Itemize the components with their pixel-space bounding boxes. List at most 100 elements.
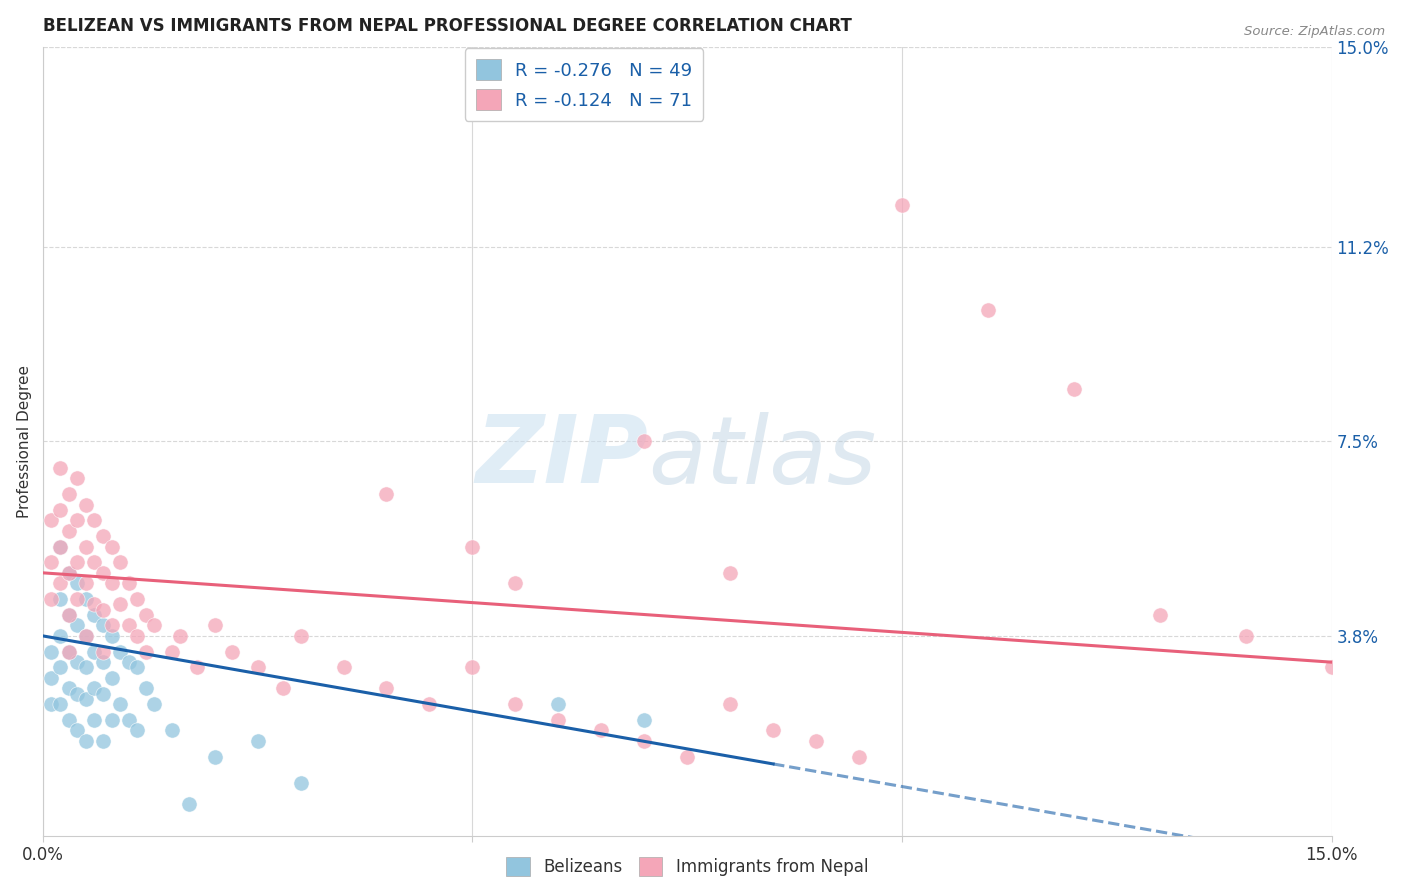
Point bbox=[83, 555, 105, 569]
Point bbox=[127, 629, 149, 643]
Point bbox=[58, 645, 80, 659]
Point bbox=[160, 645, 183, 659]
Point bbox=[66, 687, 89, 701]
Point bbox=[118, 618, 141, 632]
Point bbox=[49, 629, 72, 643]
Point bbox=[66, 513, 89, 527]
Point bbox=[58, 713, 80, 727]
Point bbox=[108, 697, 131, 711]
Point bbox=[75, 592, 97, 607]
Point bbox=[1149, 607, 1171, 622]
Point bbox=[75, 540, 97, 554]
Point bbox=[633, 713, 655, 727]
Point bbox=[204, 618, 226, 632]
Point bbox=[91, 687, 114, 701]
Point bbox=[100, 576, 122, 591]
Point bbox=[118, 655, 141, 669]
Point bbox=[100, 713, 122, 727]
Point bbox=[718, 697, 741, 711]
Point bbox=[977, 303, 1000, 318]
Point bbox=[143, 618, 166, 632]
Point bbox=[91, 645, 114, 659]
Text: ZIP: ZIP bbox=[475, 411, 648, 503]
Point bbox=[127, 660, 149, 674]
Point bbox=[58, 566, 80, 580]
Point bbox=[891, 198, 914, 212]
Point bbox=[49, 502, 72, 516]
Point bbox=[221, 645, 243, 659]
Point bbox=[49, 576, 72, 591]
Point bbox=[461, 660, 484, 674]
Point bbox=[204, 749, 226, 764]
Point bbox=[58, 524, 80, 538]
Point bbox=[91, 655, 114, 669]
Point bbox=[143, 697, 166, 711]
Point bbox=[108, 598, 131, 612]
Y-axis label: Professional Degree: Professional Degree bbox=[17, 365, 32, 518]
Point bbox=[547, 697, 569, 711]
Point bbox=[49, 540, 72, 554]
Point bbox=[100, 629, 122, 643]
Point bbox=[127, 723, 149, 738]
Point bbox=[1234, 629, 1257, 643]
Point bbox=[332, 660, 354, 674]
Point bbox=[91, 529, 114, 543]
Legend: Belizeans, Immigrants from Nepal: Belizeans, Immigrants from Nepal bbox=[499, 850, 875, 882]
Point bbox=[66, 618, 89, 632]
Point bbox=[58, 487, 80, 501]
Point bbox=[66, 723, 89, 738]
Point bbox=[1320, 660, 1343, 674]
Point bbox=[100, 540, 122, 554]
Point bbox=[375, 487, 398, 501]
Point bbox=[718, 566, 741, 580]
Point bbox=[41, 513, 63, 527]
Point bbox=[58, 681, 80, 696]
Point bbox=[41, 645, 63, 659]
Point bbox=[633, 734, 655, 748]
Point bbox=[375, 681, 398, 696]
Point bbox=[75, 660, 97, 674]
Point bbox=[273, 681, 295, 696]
Point bbox=[108, 555, 131, 569]
Point bbox=[66, 471, 89, 485]
Text: BELIZEAN VS IMMIGRANTS FROM NEPAL PROFESSIONAL DEGREE CORRELATION CHART: BELIZEAN VS IMMIGRANTS FROM NEPAL PROFES… bbox=[42, 17, 852, 35]
Point bbox=[505, 697, 527, 711]
Point bbox=[49, 592, 72, 607]
Point bbox=[75, 576, 97, 591]
Point bbox=[676, 749, 699, 764]
Point bbox=[75, 498, 97, 512]
Point bbox=[83, 607, 105, 622]
Point bbox=[49, 540, 72, 554]
Point bbox=[58, 607, 80, 622]
Point bbox=[75, 629, 97, 643]
Point bbox=[100, 671, 122, 685]
Point bbox=[66, 555, 89, 569]
Point bbox=[418, 697, 440, 711]
Text: atlas: atlas bbox=[648, 412, 877, 503]
Point bbox=[41, 592, 63, 607]
Point bbox=[91, 618, 114, 632]
Point bbox=[58, 645, 80, 659]
Point bbox=[118, 713, 141, 727]
Point bbox=[91, 566, 114, 580]
Point bbox=[186, 660, 208, 674]
Point bbox=[41, 555, 63, 569]
Text: Source: ZipAtlas.com: Source: ZipAtlas.com bbox=[1244, 25, 1385, 38]
Point bbox=[100, 618, 122, 632]
Point bbox=[118, 576, 141, 591]
Point bbox=[135, 607, 157, 622]
Point bbox=[127, 592, 149, 607]
Point bbox=[83, 513, 105, 527]
Point bbox=[505, 576, 527, 591]
Point bbox=[91, 602, 114, 616]
Point bbox=[762, 723, 785, 738]
Point bbox=[83, 681, 105, 696]
Point bbox=[91, 734, 114, 748]
Point bbox=[49, 660, 72, 674]
Point bbox=[66, 576, 89, 591]
Point bbox=[49, 697, 72, 711]
Point bbox=[66, 592, 89, 607]
Point bbox=[75, 629, 97, 643]
Point bbox=[66, 655, 89, 669]
Point bbox=[1063, 382, 1085, 396]
